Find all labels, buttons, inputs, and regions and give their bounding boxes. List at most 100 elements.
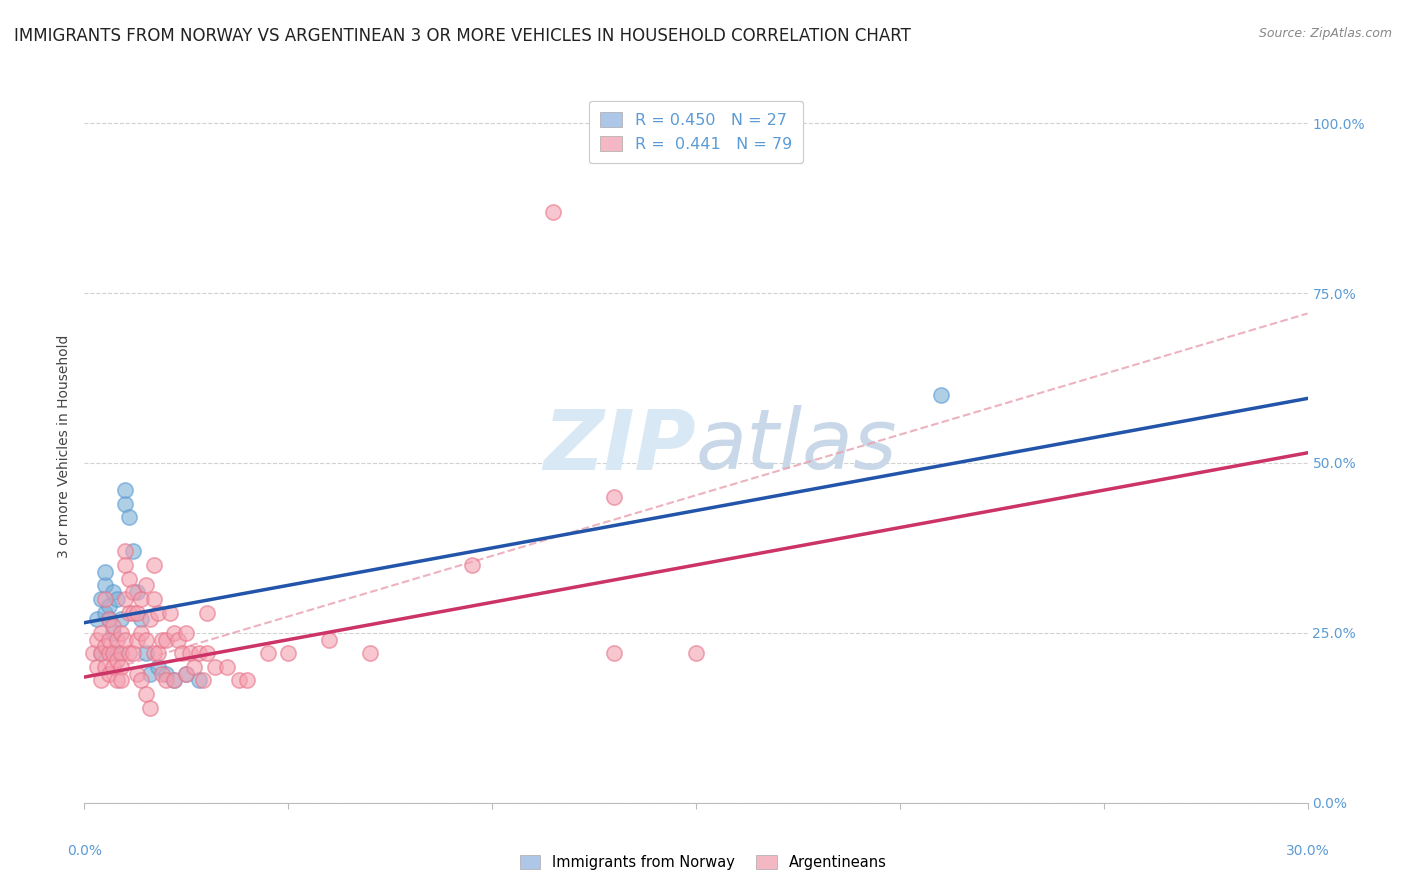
Point: [93, 606, 117, 620]
Point: [93, 565, 117, 579]
Point: [90, 626, 112, 640]
Point: [118, 572, 141, 586]
Point: [82, 646, 104, 660]
Point: [114, 591, 136, 606]
Point: [90, 591, 112, 606]
Point: [127, 585, 149, 599]
Point: [163, 673, 186, 688]
Text: ZIP: ZIP: [543, 406, 696, 486]
Point: [97, 632, 120, 647]
Point: [461, 558, 484, 572]
Point: [204, 660, 226, 674]
Point: [114, 558, 136, 572]
Point: [163, 626, 186, 640]
Point: [122, 606, 145, 620]
Point: [118, 606, 141, 620]
Point: [142, 558, 165, 572]
Point: [114, 497, 136, 511]
Point: [114, 632, 136, 647]
Point: [110, 660, 132, 674]
Point: [90, 646, 112, 660]
Point: [90, 646, 112, 660]
Point: [127, 606, 149, 620]
Point: [101, 660, 124, 674]
Point: [105, 646, 128, 660]
Point: [135, 578, 157, 592]
Point: [603, 646, 626, 660]
Point: [135, 632, 157, 647]
Point: [122, 585, 145, 599]
Point: [105, 591, 128, 606]
Point: [105, 632, 128, 647]
Point: [86, 612, 108, 626]
Point: [118, 646, 141, 660]
Point: [131, 591, 153, 606]
Point: [146, 660, 169, 674]
Point: [142, 646, 165, 660]
Point: [179, 646, 201, 660]
Point: [228, 673, 250, 688]
Point: [146, 646, 169, 660]
Point: [167, 632, 190, 647]
Point: [685, 646, 707, 660]
Point: [131, 673, 153, 688]
Point: [101, 619, 124, 633]
Point: [105, 653, 128, 667]
Point: [217, 660, 239, 674]
Point: [195, 646, 218, 660]
Point: [131, 626, 153, 640]
Point: [110, 626, 132, 640]
Point: [127, 632, 149, 647]
Point: [543, 204, 565, 219]
Point: [97, 612, 120, 626]
Point: [187, 673, 209, 688]
Point: [101, 626, 124, 640]
Point: [122, 544, 145, 558]
Point: [93, 578, 117, 592]
Point: [101, 585, 124, 599]
Point: [105, 673, 128, 688]
Text: 0.0%: 0.0%: [67, 844, 101, 857]
Text: IMMIGRANTS FROM NORWAY VS ARGENTINEAN 3 OR MORE VEHICLES IN HOUSEHOLD CORRELATIO: IMMIGRANTS FROM NORWAY VS ARGENTINEAN 3 …: [14, 27, 911, 45]
Point: [172, 646, 194, 660]
Text: Source: ZipAtlas.com: Source: ZipAtlas.com: [1258, 27, 1392, 40]
Point: [131, 612, 153, 626]
Point: [359, 646, 381, 660]
Point: [86, 660, 108, 674]
Legend: Immigrants from Norway, Argentineans: Immigrants from Norway, Argentineans: [513, 849, 893, 876]
Point: [176, 666, 198, 681]
Point: [150, 632, 173, 647]
Text: atlas: atlas: [696, 406, 897, 486]
Point: [90, 673, 112, 688]
Point: [97, 612, 120, 626]
Point: [929, 388, 952, 402]
Point: [97, 646, 120, 660]
Point: [138, 700, 160, 714]
Point: [122, 646, 145, 660]
Point: [163, 673, 186, 688]
Y-axis label: 3 or more Vehicles in Household: 3 or more Vehicles in Household: [58, 334, 72, 558]
Text: 30.0%: 30.0%: [1285, 844, 1330, 857]
Point: [236, 673, 259, 688]
Point: [135, 646, 157, 660]
Point: [93, 640, 117, 654]
Point: [159, 606, 181, 620]
Point: [118, 510, 141, 524]
Point: [187, 646, 209, 660]
Point: [277, 646, 299, 660]
Point: [110, 673, 132, 688]
Point: [176, 626, 198, 640]
Point: [97, 666, 120, 681]
Point: [155, 673, 177, 688]
Point: [127, 666, 149, 681]
Point: [114, 483, 136, 498]
Point: [195, 606, 218, 620]
Point: [318, 632, 340, 647]
Point: [110, 612, 132, 626]
Legend: R = 0.450   N = 27, R =  0.441   N = 79: R = 0.450 N = 27, R = 0.441 N = 79: [589, 101, 803, 163]
Point: [135, 687, 157, 701]
Point: [138, 612, 160, 626]
Point: [155, 632, 177, 647]
Point: [183, 660, 205, 674]
Point: [603, 490, 626, 504]
